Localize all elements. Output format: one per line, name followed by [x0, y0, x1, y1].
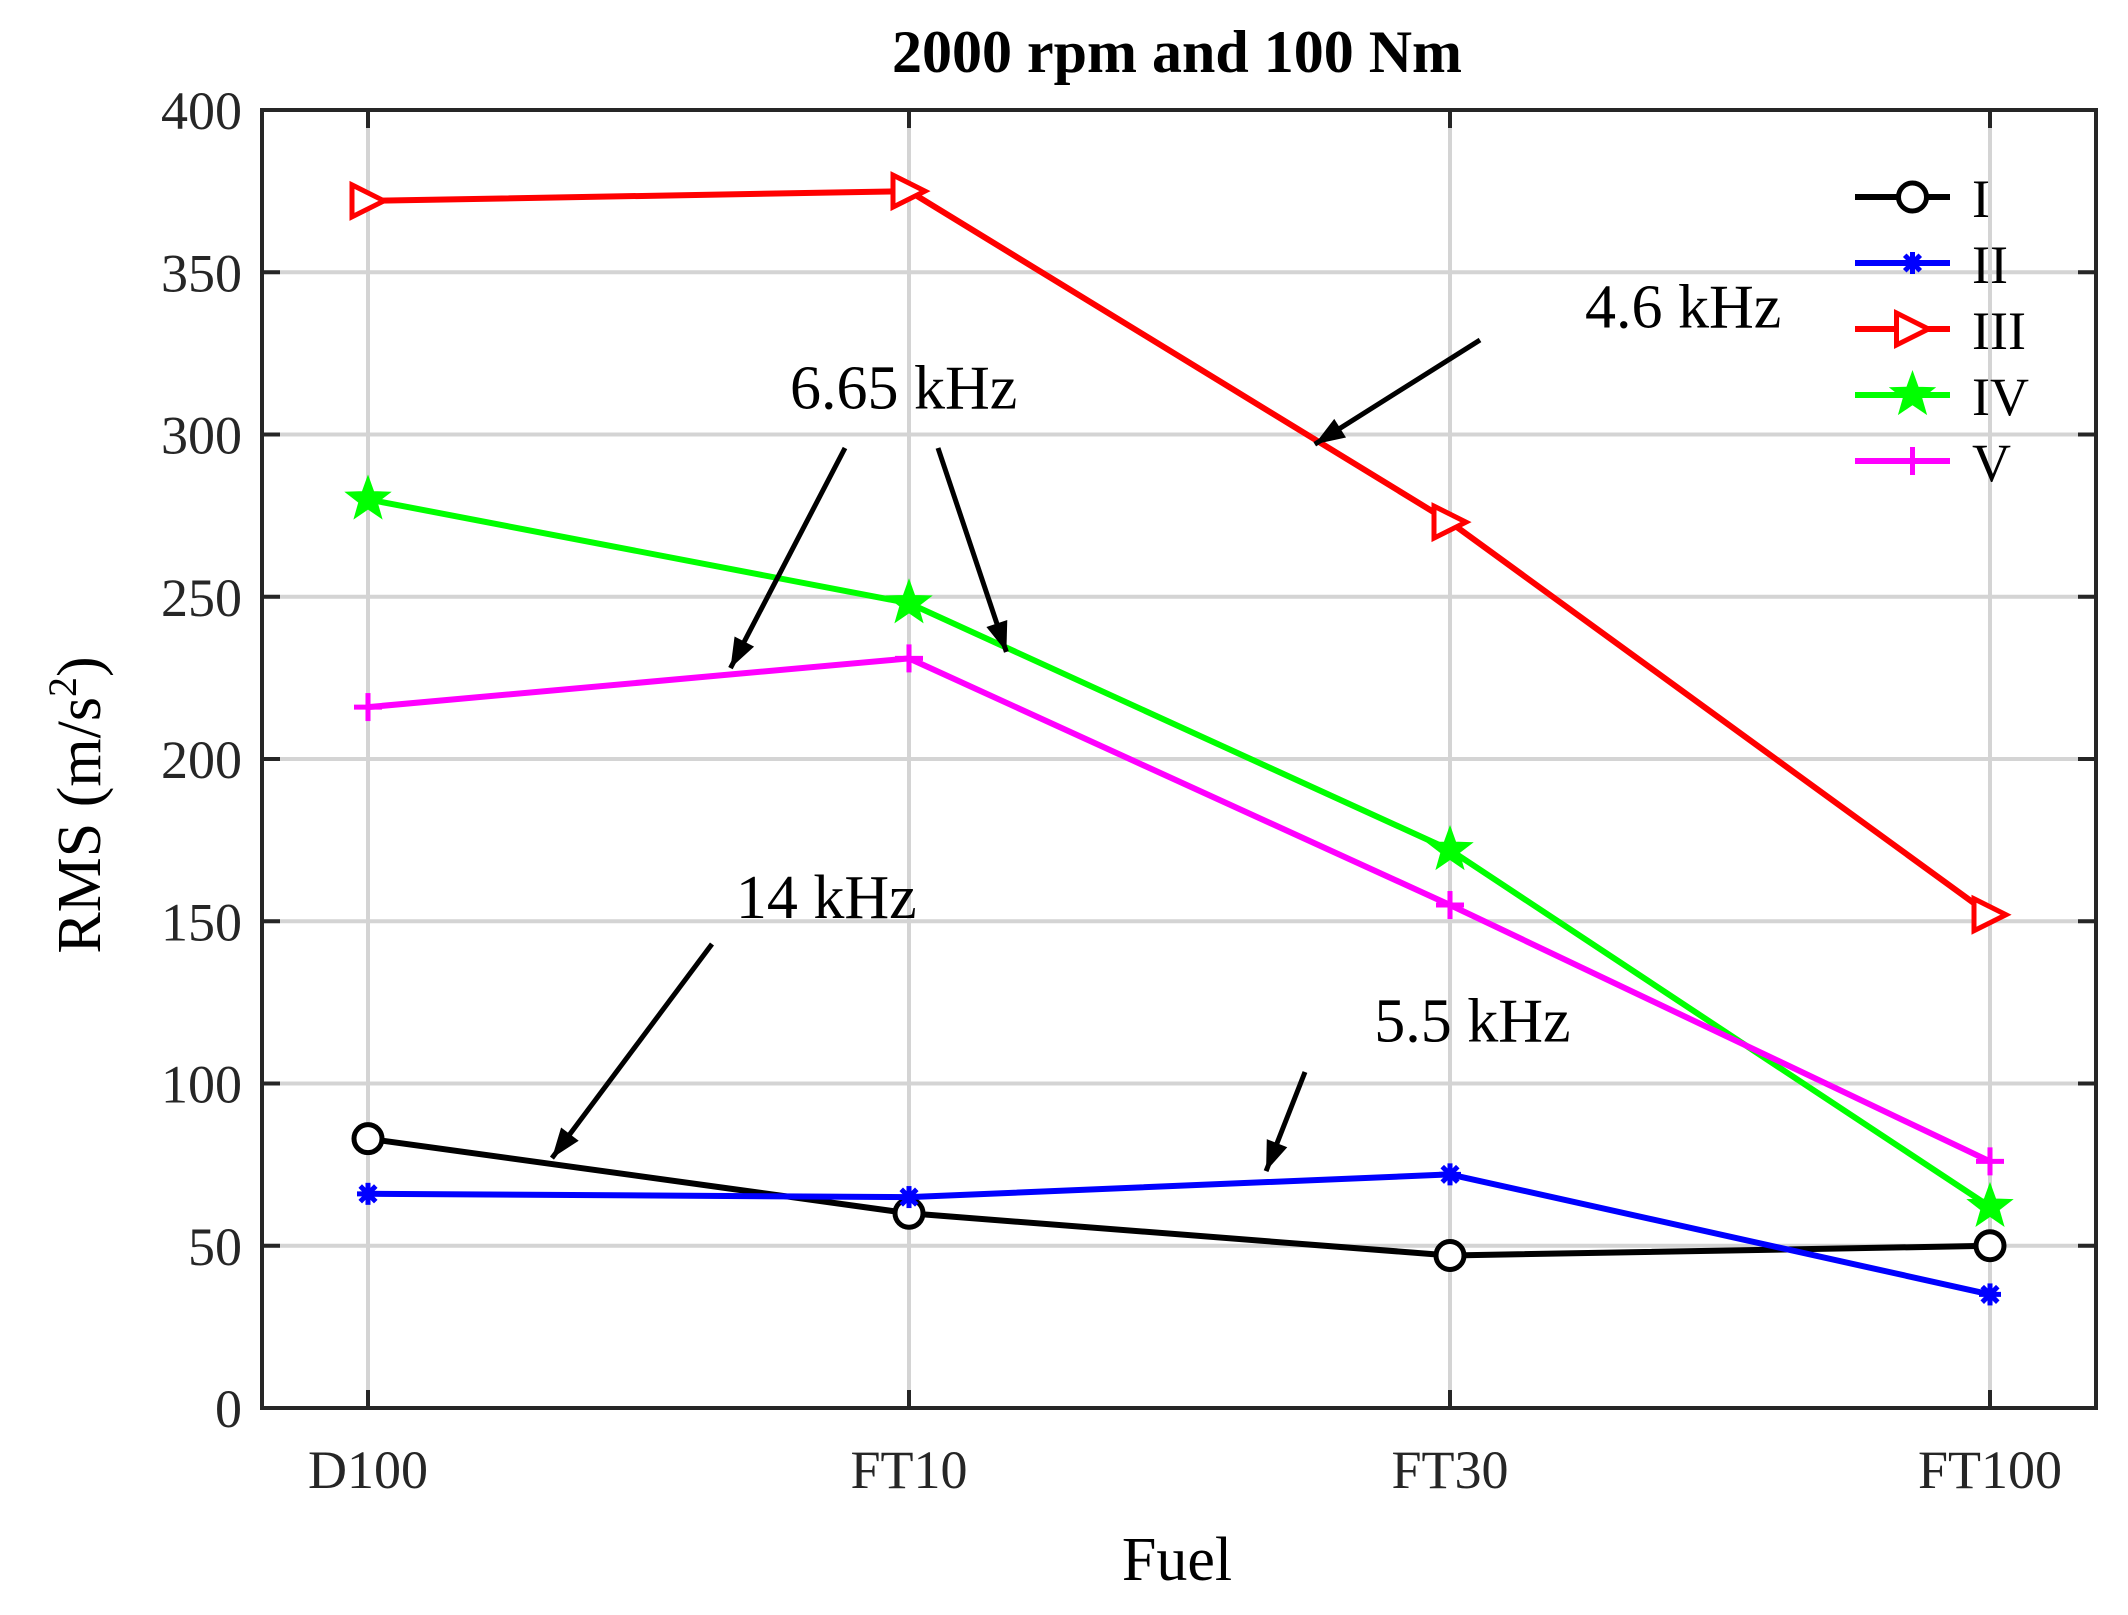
annotation-arrow [1313, 337, 1482, 447]
data-point-star [885, 578, 933, 624]
annotation-label: 4.6 kHz [1585, 273, 1781, 341]
legend-label: I [1972, 169, 1990, 229]
data-point-plus [354, 693, 382, 722]
data-point-star [1888, 370, 1937, 416]
series-line [367, 188, 1992, 918]
data-point-asterisk [357, 1182, 379, 1205]
annotation-label: 5.5 kHz [1374, 987, 1570, 1055]
arrow-head [730, 636, 755, 669]
y-axis-label: RMS (m/s2) [40, 656, 114, 953]
data-point-asterisk [898, 1186, 920, 1209]
arrow-head [1266, 1139, 1288, 1172]
annotation-label: 14 kHz [736, 864, 917, 932]
series-V [354, 644, 2004, 1176]
annotation-1: 6.65 kHz [728, 355, 1017, 670]
annotation-3: 5.5 kHz [1263, 987, 1571, 1173]
y-tick-label: 50 [188, 1217, 242, 1277]
series-line [367, 1135, 1991, 1259]
x-tick-label: FT30 [1391, 1440, 1508, 1500]
data-point-circle [351, 1122, 385, 1156]
y-tick-label: 400 [161, 81, 242, 141]
data-point-star [1426, 824, 1474, 871]
data-point-plus [1976, 1147, 2004, 1176]
asterisk-stroke [1980, 1284, 2000, 1304]
y-axis-label-superscript: 2 [40, 677, 85, 697]
series-layer [344, 171, 2014, 1306]
legend-entry-I: I [1855, 169, 1990, 229]
legend-entry-III: III [1855, 301, 2026, 361]
grid [262, 110, 2096, 1408]
legend-label: II [1972, 235, 2008, 295]
data-point-circle [1973, 1229, 2007, 1263]
annotation-0: 4.6 kHz [1313, 273, 1781, 447]
y-tick-label: 350 [161, 243, 242, 303]
asterisk-stroke [1902, 253, 1923, 273]
data-point-star [344, 474, 392, 520]
asterisk-stroke [1440, 1164, 1460, 1184]
annotation-arrow [935, 447, 1009, 653]
data-point-plus [895, 644, 923, 673]
data-point-plus [1898, 447, 1927, 475]
y-tick-label: 200 [161, 730, 242, 790]
series-line [367, 1171, 1991, 1298]
series-IV [344, 474, 2014, 1227]
annotation-arrow [728, 446, 848, 670]
arrow-shaft [1313, 337, 1482, 447]
data-point-triangle [890, 171, 931, 212]
series-line [367, 496, 1992, 1210]
series-III [349, 171, 2012, 935]
legend-entry-V: V [1855, 433, 2011, 493]
data-point-triangle [349, 180, 390, 221]
y-tick-label: 150 [161, 892, 242, 952]
legend-entry-II: II [1855, 235, 2008, 295]
chart-title: 2000 rpm and 100 Nm [892, 19, 1462, 85]
legend-label: IV [1972, 367, 2029, 427]
data-point-asterisk [1901, 252, 1924, 274]
data-point-asterisk [1439, 1163, 1461, 1186]
y-axis-label-main: RMS (m/s [46, 697, 114, 954]
data-point-circle [1896, 180, 1929, 214]
arrow-shaft [935, 447, 1009, 653]
series-II [357, 1163, 2001, 1306]
x-axis-label: Fuel [1122, 1526, 1232, 1594]
arrow-shaft [728, 446, 848, 670]
y-tick-label: 100 [161, 1055, 242, 1115]
annotation-2: 14 kHz [549, 864, 917, 1160]
asterisk-stroke [899, 1187, 919, 1207]
axes: 0 50 100 150 200 250 300 350 400 D100 FT10 FT30 FT10… [161, 81, 2098, 1500]
annotation-arrow [1263, 1071, 1308, 1173]
data-point-triangle [1971, 894, 2012, 935]
x-tick-label: FT100 [1918, 1440, 2062, 1500]
data-point-triangle [1431, 502, 1472, 543]
arrow-shaft [549, 942, 715, 1160]
asterisk-stroke [358, 1184, 378, 1204]
y-tick-label: 300 [161, 406, 242, 466]
x-tick-label: D100 [308, 1440, 428, 1500]
data-point-plus [1436, 891, 1464, 920]
data-point-triangle [1894, 308, 1935, 350]
annotations: 4.6 kHz 6.65 kHz 14 kHz 5.5 kHz [549, 273, 1781, 1173]
y-tick-label: 0 [215, 1379, 242, 1439]
series-line [367, 655, 1992, 1165]
legend-entry-IV: IV [1855, 367, 2029, 427]
data-point-asterisk [1979, 1283, 2001, 1306]
x-tick-label: FT10 [850, 1440, 967, 1500]
y-axis-label-close: ) [46, 656, 114, 677]
legend-label: III [1972, 301, 2026, 361]
arrow-head [1314, 418, 1346, 445]
data-point-star [1966, 1181, 2014, 1227]
arrow-head [986, 619, 1008, 652]
legend-label: V [1972, 433, 2011, 493]
annotation-arrow [549, 942, 715, 1160]
data-point-circle [1433, 1238, 1467, 1272]
annotation-label: 6.65 kHz [790, 355, 1017, 423]
y-tick-label: 250 [161, 568, 242, 628]
arrow-head [551, 1127, 579, 1159]
